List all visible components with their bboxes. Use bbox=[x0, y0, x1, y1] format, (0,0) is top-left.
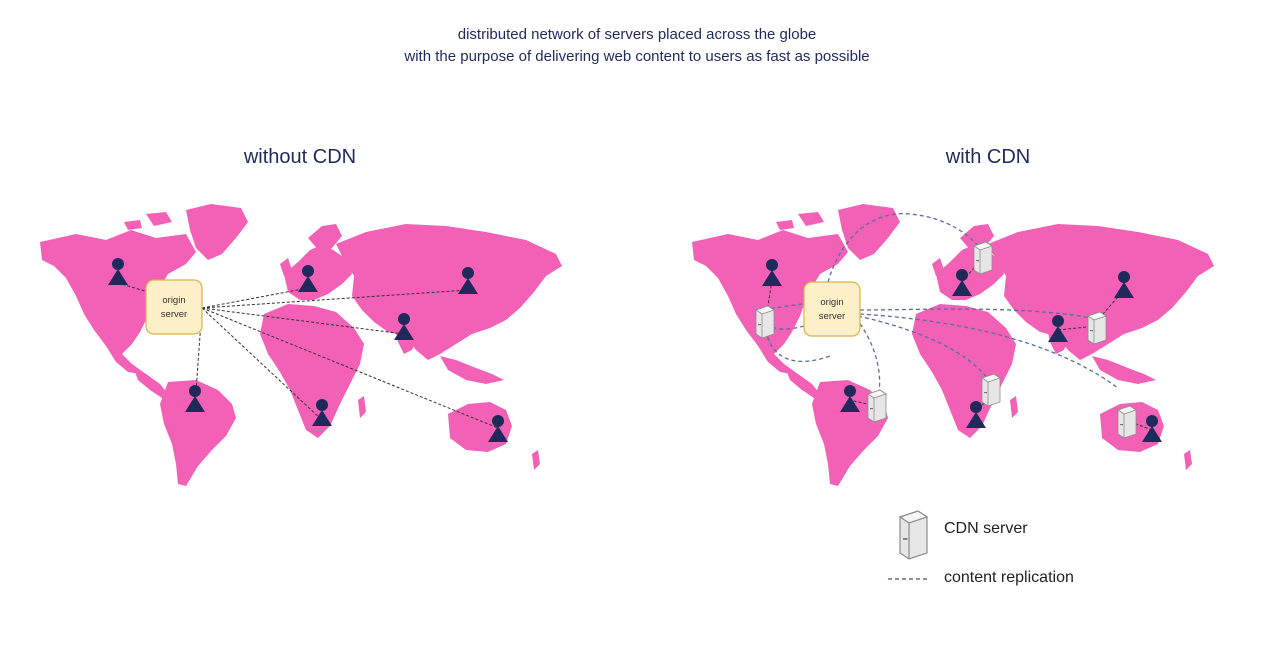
cdn-server-icon bbox=[867, 389, 887, 423]
without-cdn-title: without CDN bbox=[243, 146, 357, 168]
legend-cdn-server-icon bbox=[899, 510, 928, 560]
cdn-server-icon bbox=[973, 241, 993, 275]
cdn-server-icon bbox=[1117, 405, 1137, 439]
with-cdn-title: with CDN bbox=[945, 146, 1031, 168]
origin-label-line2: server bbox=[161, 309, 187, 320]
header-line-2: with the purpose of delivering web conte… bbox=[404, 48, 870, 65]
legend-cdn-server-label: CDN server bbox=[944, 520, 1028, 537]
cdn-server-icon bbox=[755, 305, 775, 339]
cdn-server-icon bbox=[1087, 311, 1107, 345]
legend-content-replication-label: content replication bbox=[944, 569, 1074, 586]
header-line-1: distributed network of servers placed ac… bbox=[457, 26, 817, 43]
origin-server-right: origin server bbox=[803, 281, 861, 337]
origin-label-line1: origin bbox=[162, 295, 185, 306]
world-map-right bbox=[692, 204, 1214, 486]
diagram-header: distributed network of servers placed ac… bbox=[0, 24, 1274, 68]
origin-label-line1: origin bbox=[820, 297, 843, 308]
origin-label-line2: server bbox=[819, 311, 845, 322]
world-map-left bbox=[40, 204, 562, 486]
cdn-server-icon bbox=[981, 373, 1001, 407]
origin-server-left: origin server bbox=[145, 279, 203, 335]
